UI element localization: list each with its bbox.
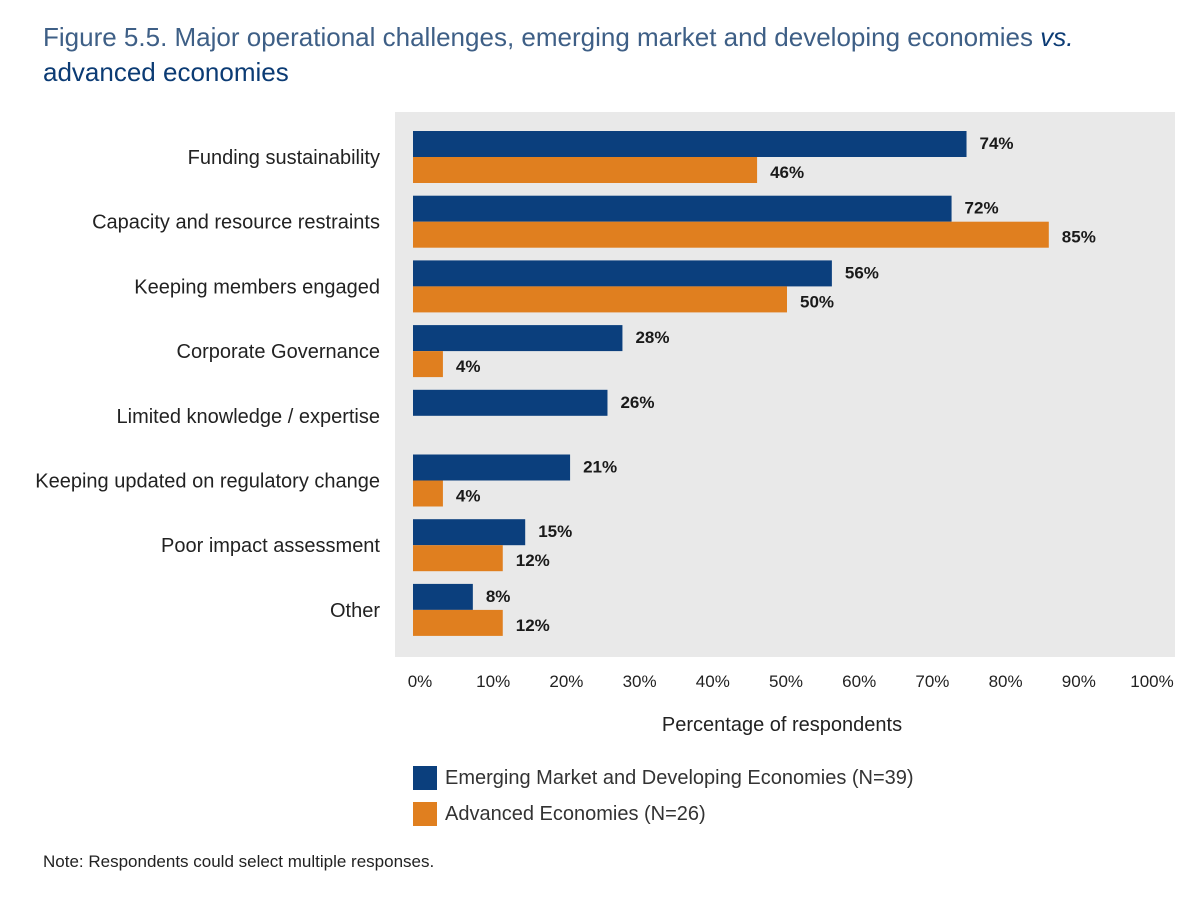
x-tick-label: 40%	[696, 672, 730, 691]
legend-label-emde: Emerging Market and Developing Economies…	[445, 766, 914, 789]
bar-emde	[413, 454, 571, 481]
data-label: 12%	[516, 616, 550, 635]
x-tick-label: 30%	[623, 672, 657, 691]
x-tick-label: 20%	[549, 672, 583, 691]
bar-advanced	[413, 351, 443, 378]
chart-title-vs: vs.	[1040, 22, 1074, 52]
data-label: 26%	[620, 393, 654, 412]
data-label: 46%	[770, 163, 804, 182]
data-label: 4%	[456, 487, 481, 506]
bar-advanced	[413, 480, 443, 507]
category-label: Keeping updated on regulatory change	[35, 471, 380, 493]
chart-title: Figure 5.5. Major operational challenges…	[43, 20, 1163, 90]
x-tick-label: 100%	[1130, 672, 1173, 691]
bar-emde	[413, 195, 952, 222]
data-label: 72%	[965, 199, 999, 218]
chart-title-tail: advanced economies	[43, 57, 289, 87]
footnote: Note: Respondents could select multiple …	[43, 852, 435, 871]
data-label: 21%	[583, 458, 617, 477]
x-tick-label: 90%	[1062, 672, 1096, 691]
data-label: 85%	[1062, 228, 1096, 247]
category-label: Poor impact assessment	[161, 535, 380, 557]
category-label: Capacity and resource restraints	[92, 212, 380, 234]
data-label: 15%	[538, 522, 572, 541]
legend-swatch-emde	[413, 766, 437, 790]
x-tick-label: 0%	[408, 672, 433, 691]
x-tick-label: 50%	[769, 672, 803, 691]
data-label: 8%	[486, 587, 511, 606]
bar-advanced	[413, 545, 503, 572]
data-label: 50%	[800, 292, 834, 311]
category-label: Corporate Governance	[177, 341, 380, 363]
bar-advanced	[413, 157, 758, 183]
bar-advanced	[413, 286, 787, 313]
category-label: Funding sustainability	[188, 147, 380, 169]
x-tick-label: 80%	[989, 672, 1023, 691]
bar-emde	[413, 260, 832, 287]
bar-emde	[413, 389, 608, 416]
bar-advanced	[413, 221, 1049, 248]
x-tick-label: 70%	[915, 672, 949, 691]
legend-item-emde: Emerging Market and Developing Economies…	[413, 760, 914, 796]
bar-emde	[413, 325, 623, 352]
category-label: Other	[330, 600, 380, 622]
bar-emde	[413, 583, 473, 610]
data-label: 28%	[635, 328, 669, 347]
x-axis-label: Percentage of respondents	[662, 714, 902, 736]
legend-label-advanced: Advanced Economies (N=26)	[445, 802, 706, 825]
bar-emde	[413, 131, 967, 157]
data-label: 56%	[845, 263, 879, 282]
plot-area	[395, 112, 1175, 657]
bar-advanced	[413, 609, 503, 636]
chart-title-main: Figure 5.5. Major operational challenges…	[43, 22, 1041, 52]
data-label: 12%	[516, 551, 550, 570]
x-tick-label: 10%	[476, 672, 510, 691]
x-tick-label: 60%	[842, 672, 876, 691]
data-label: 74%	[980, 134, 1014, 153]
legend: Emerging Market and Developing Economies…	[413, 760, 914, 832]
category-label: Limited knowledge / expertise	[117, 406, 380, 428]
category-label: Keeping members engaged	[134, 276, 380, 298]
legend-item-advanced: Advanced Economies (N=26)	[413, 796, 914, 832]
bar-emde	[413, 519, 526, 546]
legend-swatch-advanced	[413, 802, 437, 826]
data-label: 4%	[456, 357, 481, 376]
